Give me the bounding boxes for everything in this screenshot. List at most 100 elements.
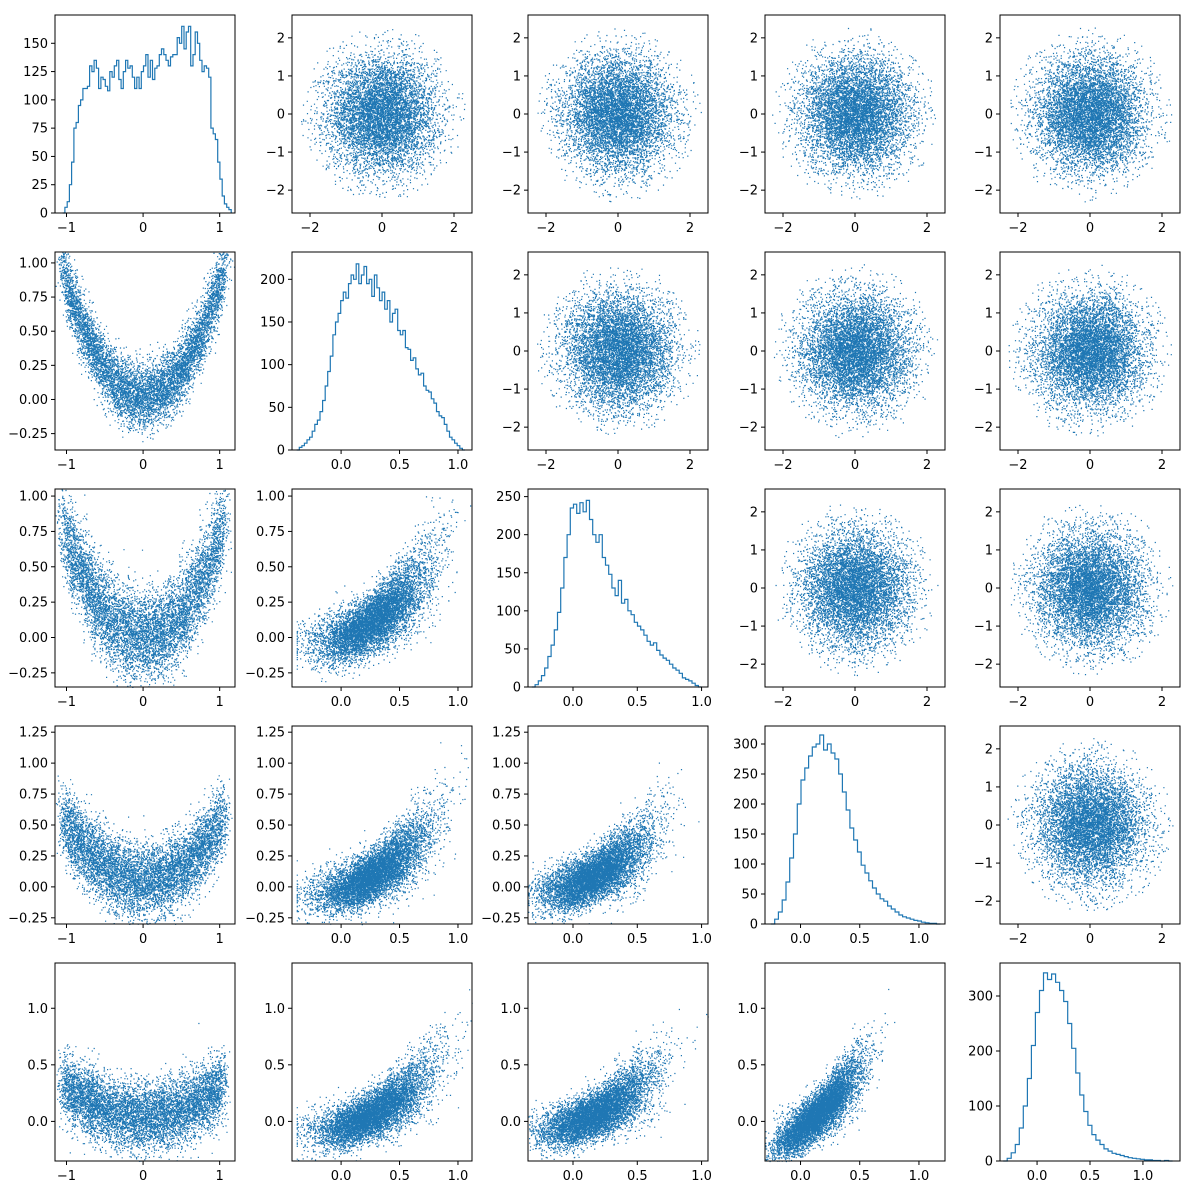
y-tick-label: −0.25 <box>245 911 285 926</box>
y-tick-label: 0.00 <box>256 880 285 895</box>
subplot-r3-c4: −2 0 2 −2 −1 0 1 2 <box>974 725 1181 947</box>
y-tick-label: 0.25 <box>492 849 521 864</box>
scatter-points <box>537 28 702 203</box>
subplot-r1-c0: −1 0 1 −0.25 0.00 0.25 0.50 0.75 1.00 <box>8 251 236 473</box>
y-tick-label: 1 <box>513 306 521 321</box>
y-tick-label: 100 <box>733 858 758 873</box>
y-tick-label: 75 <box>31 122 48 137</box>
y-tick-label: −2 <box>266 184 285 199</box>
x-tick-label: 2 <box>1158 458 1166 473</box>
y-tick-label: 1.00 <box>256 490 285 505</box>
y-tick-label: 0.50 <box>256 819 285 834</box>
y-tick-label: −1 <box>974 146 993 161</box>
y-tick-label: 0 <box>750 918 758 933</box>
y-tick-label: −2 <box>974 895 993 910</box>
scatter-points <box>55 252 236 443</box>
x-tick-label: 1 <box>216 458 224 473</box>
subplot-r1-c4: −2 0 2 −2 −1 0 1 2 <box>974 251 1181 473</box>
subplot-r4-c4: 0.0 0.5 1.0 0 100 200 300 <box>968 962 1181 1184</box>
subplot-r2-c1: 0.0 0.5 1.0 −0.25 0.00 0.25 0.50 0.75 1.00 <box>245 488 473 710</box>
x-tick-label: −2 <box>536 221 555 236</box>
y-tick-label: 0.25 <box>19 849 48 864</box>
x-tick-label: 0 <box>139 932 147 947</box>
x-tick-label: 0 <box>139 458 147 473</box>
histogram-step-line <box>770 734 941 925</box>
y-tick-label: −1 <box>502 146 521 161</box>
axes-frame <box>764 962 946 1162</box>
x-tick-label: −1 <box>57 695 76 710</box>
y-tick-label: 2 <box>513 31 521 46</box>
y-tick-label: 0.25 <box>19 359 48 374</box>
x-tick-label: 1.0 <box>691 1169 712 1184</box>
y-tick-label: 1 <box>985 306 993 321</box>
y-tick-label: −0.25 <box>8 427 48 442</box>
y-tick-label: 2 <box>750 505 758 520</box>
y-tick-label: −2 <box>739 184 758 199</box>
y-tick-label: 300 <box>968 990 993 1005</box>
x-tick-label: 1.0 <box>448 1169 469 1184</box>
histogram-step-line <box>1003 972 1173 1162</box>
y-tick-label: −2 <box>502 184 521 199</box>
subplot-r0-c4: −2 0 2 −2 −1 0 1 2 <box>974 14 1181 236</box>
x-tick-label: 1 <box>216 221 224 236</box>
scatter-points <box>296 742 469 926</box>
x-tick-label: 1 <box>216 695 224 710</box>
y-tick-label: 0.5 <box>737 1058 758 1073</box>
x-tick-label: 0.0 <box>331 458 352 473</box>
scatter-points <box>56 1022 231 1162</box>
x-tick-label: −2 <box>773 458 792 473</box>
x-tick-label: 0.5 <box>627 695 648 710</box>
subplot-r4-c1: 0.0 0.5 1.0 0.0 0.5 1.0 <box>264 962 473 1184</box>
y-tick-label: 1.00 <box>492 757 521 772</box>
y-tick-label: 0.00 <box>19 880 48 895</box>
axes-frame <box>527 488 709 688</box>
y-tick-label: 1.0 <box>27 1002 48 1017</box>
axes-frame <box>54 962 236 1162</box>
x-tick-label: 2 <box>450 221 458 236</box>
subplot-r2-c2: 0.0 0.5 1.0 0 50 100 150 200 250 <box>496 488 712 710</box>
x-tick-label: 2 <box>686 221 694 236</box>
x-tick-label: 0.5 <box>389 695 410 710</box>
y-tick-label: 2 <box>513 268 521 283</box>
scatter-points <box>1007 738 1174 911</box>
histogram-step-line <box>296 263 465 451</box>
y-tick-label: 250 <box>733 768 758 783</box>
y-tick-label: 0.50 <box>256 560 285 575</box>
x-tick-label: 0.0 <box>790 932 811 947</box>
y-tick-label: −0.25 <box>245 666 285 681</box>
x-tick-label: 0 <box>139 221 147 236</box>
x-tick-label: −2 <box>1008 458 1027 473</box>
y-tick-label: 125 <box>23 65 48 80</box>
subplot-r4-c3: 0.0 0.5 1.0 0.0 0.5 1.0 <box>737 962 946 1184</box>
axes-frame <box>999 14 1181 214</box>
y-tick-label: 1.25 <box>19 726 48 741</box>
y-tick-label: 0 <box>750 345 758 360</box>
y-tick-label: 150 <box>496 566 521 581</box>
scatter-points <box>537 267 701 435</box>
x-tick-label: −1 <box>57 1169 76 1184</box>
y-tick-label: 1 <box>985 780 993 795</box>
y-tick-label: −1 <box>266 146 285 161</box>
y-tick-label: 0 <box>985 819 993 834</box>
x-tick-label: 2 <box>686 458 694 473</box>
x-tick-label: 0.0 <box>563 932 584 947</box>
subplot-r3-c2: 0.0 0.5 1.0 −0.25 0.00 0.25 0.50 0.75 1.00 1.25 <box>481 725 712 947</box>
y-tick-label: 0.75 <box>256 525 285 540</box>
y-tick-label: 0.5 <box>27 1058 48 1073</box>
axes-frame <box>291 962 473 1162</box>
x-tick-label: 0.5 <box>849 1169 870 1184</box>
y-tick-label: 0 <box>985 582 993 597</box>
x-tick-label: 2 <box>1158 221 1166 236</box>
subplot-r0-c3: −2 0 2 −2 −1 0 1 2 <box>739 14 946 236</box>
y-tick-label: 50 <box>31 150 48 165</box>
y-tick-label: 50 <box>504 642 521 657</box>
x-tick-label: 0 <box>139 1169 147 1184</box>
y-tick-label: 250 <box>496 490 521 505</box>
y-tick-label: 150 <box>23 37 48 52</box>
subplot-r3-c1: 0.0 0.5 1.0 −0.25 0.00 0.25 0.50 0.75 1.00 1.25 <box>245 725 473 947</box>
y-tick-label: 0.00 <box>19 393 48 408</box>
x-tick-label: 2 <box>923 221 931 236</box>
x-tick-label: −2 <box>300 221 319 236</box>
axes-frame <box>291 251 473 451</box>
y-tick-label: 0.00 <box>19 631 48 646</box>
